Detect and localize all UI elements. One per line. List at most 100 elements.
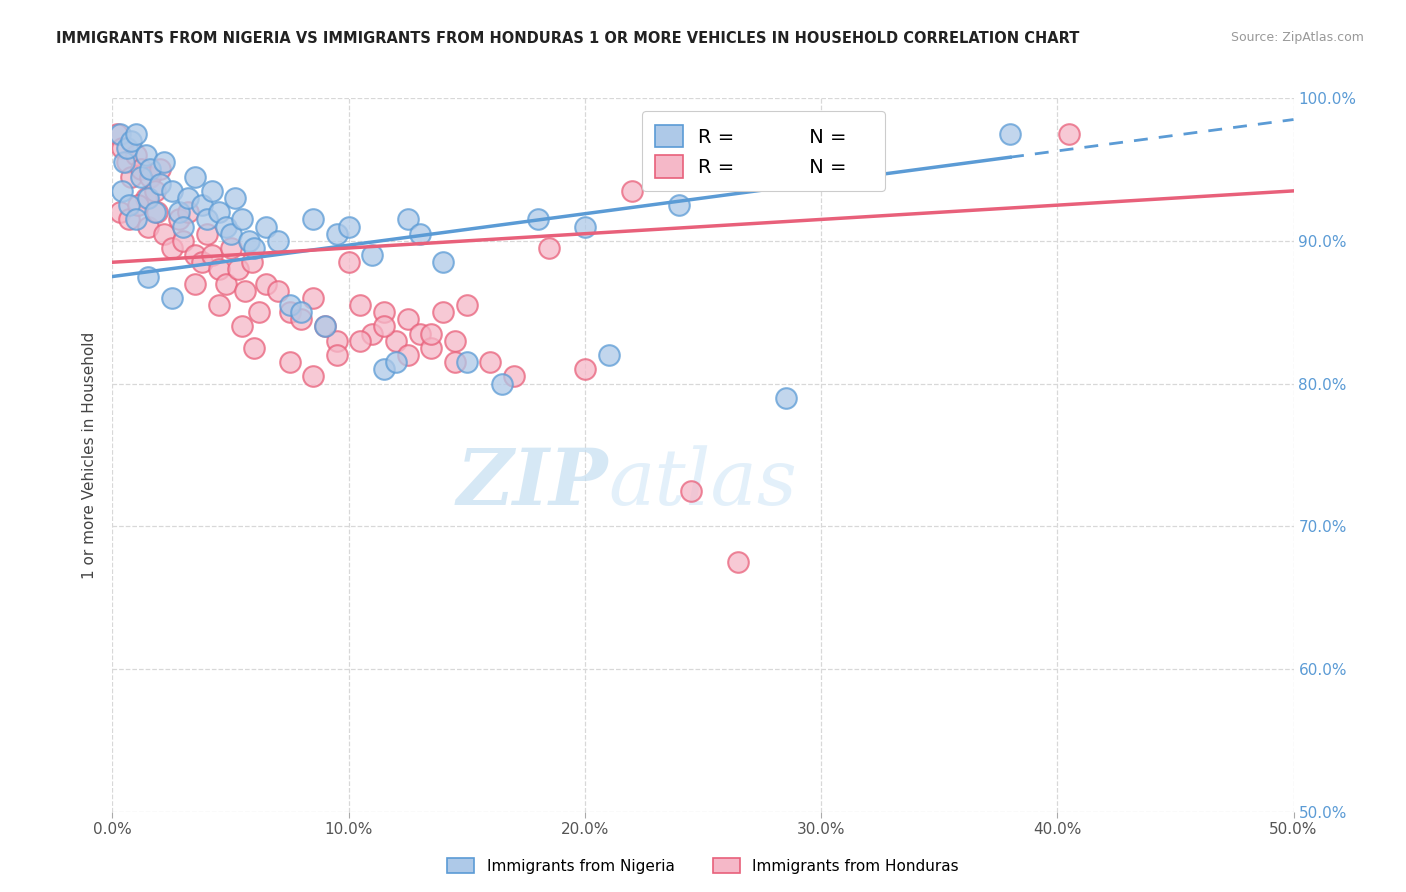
Text: atlas: atlas	[609, 445, 797, 522]
Point	[149, 177, 172, 191]
Point	[420, 326, 443, 341]
Point	[240, 255, 263, 269]
Point	[136, 269, 159, 284]
Point	[727, 555, 749, 569]
Point	[278, 305, 301, 319]
Point	[135, 191, 157, 205]
Point	[373, 305, 395, 319]
Text: 0.168: 0.168	[717, 123, 779, 142]
Point	[146, 205, 169, 219]
Point	[136, 219, 159, 234]
Point	[361, 248, 384, 262]
Point	[668, 198, 690, 212]
Point	[105, 127, 128, 141]
Point	[1057, 127, 1080, 141]
Point	[326, 227, 349, 241]
Y-axis label: 1 or more Vehicles in Household: 1 or more Vehicles in Household	[82, 331, 97, 579]
Point	[195, 227, 218, 241]
Text: 71: 71	[807, 161, 835, 180]
Point	[111, 141, 134, 155]
Text: ZIP: ZIP	[457, 445, 609, 522]
Point	[681, 483, 703, 498]
Point	[491, 376, 513, 391]
Point	[120, 169, 142, 184]
Point	[125, 127, 148, 141]
Point	[108, 205, 131, 219]
Point	[118, 198, 141, 212]
Point	[184, 277, 207, 291]
Point	[254, 277, 277, 291]
Point	[408, 227, 430, 241]
Point	[373, 362, 395, 376]
Point	[108, 127, 131, 141]
Point	[118, 212, 141, 227]
Point	[129, 162, 152, 177]
Point	[998, 127, 1021, 141]
Point	[538, 241, 561, 255]
Point	[139, 169, 162, 184]
Point	[111, 184, 134, 198]
Point	[503, 369, 526, 384]
Point	[177, 205, 200, 219]
Point	[208, 262, 231, 277]
Point	[858, 127, 880, 141]
Point	[224, 191, 246, 205]
Point	[526, 212, 548, 227]
Point	[136, 191, 159, 205]
Point	[115, 141, 138, 155]
Point	[420, 341, 443, 355]
Point	[167, 212, 190, 227]
Point	[160, 241, 183, 255]
Point	[821, 127, 844, 141]
Point	[125, 212, 148, 227]
Point	[302, 291, 325, 305]
Point	[201, 184, 224, 198]
Point	[574, 362, 596, 376]
Point	[373, 319, 395, 334]
Point	[167, 205, 190, 219]
Point	[444, 334, 467, 348]
Point	[201, 248, 224, 262]
Point	[302, 369, 325, 384]
Point	[278, 355, 301, 369]
Point	[349, 298, 371, 312]
Legend: R =            N =    , R =            N =    : R = N = , R = N =	[643, 112, 886, 191]
Point	[598, 348, 620, 362]
Point	[160, 291, 183, 305]
Legend: Immigrants from Nigeria, Immigrants from Honduras: Immigrants from Nigeria, Immigrants from…	[441, 852, 965, 880]
Point	[143, 205, 166, 219]
Point	[129, 169, 152, 184]
Point	[243, 341, 266, 355]
Point	[120, 134, 142, 148]
Point	[219, 241, 242, 255]
Point	[149, 162, 172, 177]
Point	[127, 198, 149, 212]
Point	[247, 305, 270, 319]
Point	[408, 326, 430, 341]
Point	[349, 334, 371, 348]
Point	[135, 148, 157, 162]
Point	[184, 169, 207, 184]
Point	[215, 219, 238, 234]
Point	[456, 355, 478, 369]
Point	[231, 212, 253, 227]
Point	[153, 227, 176, 241]
Point	[254, 219, 277, 234]
Point	[215, 277, 238, 291]
Point	[621, 184, 644, 198]
Point	[314, 319, 336, 334]
Point	[444, 355, 467, 369]
Point	[231, 319, 253, 334]
Point	[385, 334, 408, 348]
Point	[139, 162, 162, 177]
Point	[361, 326, 384, 341]
Text: 55: 55	[807, 123, 835, 142]
Point	[112, 155, 135, 169]
Point	[172, 234, 194, 248]
Point	[290, 305, 312, 319]
Point	[314, 319, 336, 334]
Point	[302, 212, 325, 227]
Point	[326, 348, 349, 362]
Point	[233, 284, 256, 298]
Point	[208, 205, 231, 219]
